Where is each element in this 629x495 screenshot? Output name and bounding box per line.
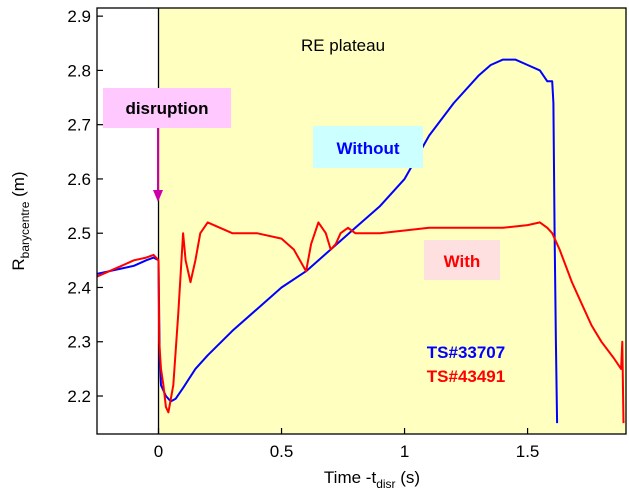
disruption-label: disruption bbox=[125, 99, 208, 118]
re-plateau-label: RE plateau bbox=[301, 36, 385, 55]
y-axis-title-unit: (m) bbox=[9, 171, 28, 201]
x-axis-title-unit: (s) bbox=[396, 468, 421, 487]
y-tick-label: 2.2 bbox=[67, 387, 91, 406]
disruption-label-box bbox=[103, 88, 231, 128]
series-layer bbox=[96, 58, 625, 424]
ticks-layer: 0 0.5 1 1.5 2.2 2.3 2.4 2.5 2.6 2.7 2.8 2.9 bbox=[67, 7, 539, 461]
y-tick-label: 2.4 bbox=[67, 278, 91, 297]
without-label-box bbox=[313, 126, 423, 168]
y-tick-label: 2.5 bbox=[67, 224, 91, 243]
disruption-arrowhead bbox=[153, 190, 163, 202]
y-tick-label: 2.9 bbox=[67, 7, 91, 26]
re-plateau-region bbox=[158, 8, 626, 434]
x-axis-title-main: Time -t bbox=[324, 468, 377, 487]
x-tick-label: 0.5 bbox=[270, 442, 294, 461]
y-axis-title: Rbarycentre (m) bbox=[9, 171, 32, 270]
shot-number-red: TS#43491 bbox=[427, 367, 505, 386]
with-label-box bbox=[424, 240, 500, 280]
y-tick-label: 2.6 bbox=[67, 170, 91, 189]
series-line-with bbox=[96, 221, 625, 424]
y-axis-title-sub: barycentre bbox=[18, 201, 32, 258]
y-tick-label: 2.7 bbox=[67, 116, 91, 135]
x-axis-title-sub: disr bbox=[376, 477, 395, 491]
x-axis-title: Time -tdisr (s) bbox=[324, 468, 420, 491]
y-axis-title-main: R bbox=[9, 258, 28, 270]
y-tick-label: 2.8 bbox=[67, 61, 91, 80]
without-label: Without bbox=[336, 139, 399, 158]
y-tick-label: 2.3 bbox=[67, 333, 91, 352]
x-tick-label: 1 bbox=[400, 442, 409, 461]
shot-number-blue: TS#33707 bbox=[427, 343, 505, 362]
x-tick-label: 0 bbox=[154, 442, 163, 461]
x-tick-label: 1.5 bbox=[516, 442, 540, 461]
plot-frame bbox=[96, 7, 627, 435]
with-label: With bbox=[444, 252, 481, 271]
